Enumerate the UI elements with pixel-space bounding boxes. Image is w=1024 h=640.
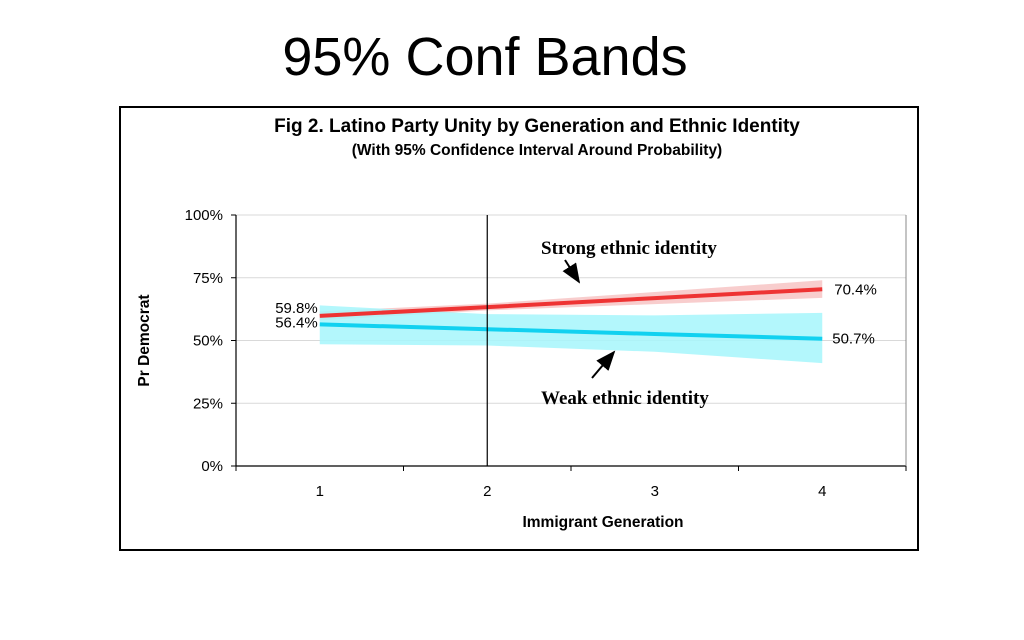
weak-series-line <box>319 322 823 341</box>
data-label-strong-start: 59.8% <box>275 300 318 317</box>
y-tick-label: 0% <box>201 458 223 475</box>
annotation-weak-arrow <box>591 350 616 379</box>
chart-title: Fig 2. Latino Party Unity by Generation … <box>274 116 800 137</box>
slide-title: 95% Conf Bands <box>282 27 688 87</box>
x-tick-label: 4 <box>818 483 826 500</box>
y-axis-label: Pr Democrat <box>136 294 153 386</box>
annotation-weak: Weak ethnic identity <box>541 388 709 409</box>
data-label-strong-end: 70.4% <box>834 281 877 298</box>
data-label-weak-end: 50.7% <box>832 331 875 348</box>
chart-subtitle: (With 95% Confidence Interval Around Pro… <box>352 142 722 159</box>
strong-series-line <box>319 287 823 318</box>
x-axis-label: Immigrant Generation <box>522 514 683 531</box>
data-label-weak-start: 56.4% <box>275 314 318 331</box>
y-tick-label: 100% <box>185 207 223 224</box>
chart-svg: Fig 2. Latino Party Unity by Generation … <box>136 116 907 531</box>
x-tick-label: 3 <box>651 483 659 500</box>
chart-figure: Fig 2. Latino Party Unity by Generation … <box>119 106 919 551</box>
x-tick-label: 2 <box>483 483 491 500</box>
x-tick-label: 1 <box>316 483 324 500</box>
weak-confidence-band <box>319 305 823 364</box>
y-tick-label: 75% <box>193 270 223 287</box>
annotation-strong: Strong ethnic identity <box>541 238 717 259</box>
y-tick-label: 25% <box>193 395 223 412</box>
annotation-strong-arrow <box>562 259 581 284</box>
y-tick-label: 50% <box>193 333 223 350</box>
